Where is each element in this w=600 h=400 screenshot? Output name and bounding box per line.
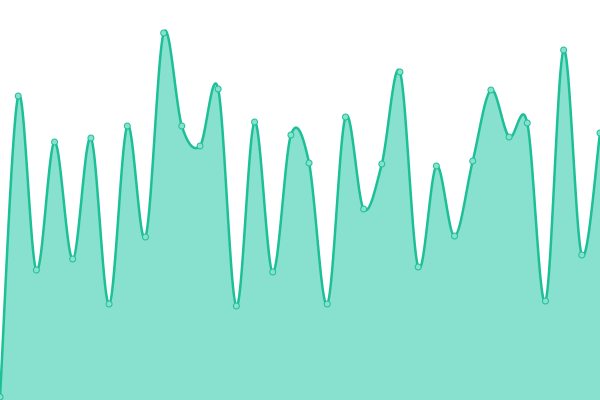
data-point <box>251 118 259 126</box>
data-point <box>596 129 600 137</box>
data-point <box>32 266 40 274</box>
data-point <box>505 133 513 141</box>
data-point <box>414 263 422 271</box>
data-point <box>123 122 131 130</box>
data-point <box>378 160 386 168</box>
data-point <box>541 297 549 305</box>
data-point <box>432 162 440 170</box>
data-point <box>560 46 568 54</box>
data-point <box>305 159 313 167</box>
data-point <box>578 251 586 259</box>
data-point <box>469 157 477 165</box>
data-point <box>232 302 240 310</box>
data-point <box>323 300 331 308</box>
data-point <box>141 233 149 241</box>
data-point <box>14 92 22 100</box>
data-point <box>51 138 59 146</box>
data-point <box>160 29 168 37</box>
data-point <box>196 142 204 150</box>
data-point <box>269 268 277 276</box>
data-point <box>360 205 368 213</box>
data-point <box>451 232 459 240</box>
data-point <box>214 85 222 93</box>
data-point <box>523 119 531 127</box>
data-point <box>487 86 495 94</box>
data-point <box>0 393 4 400</box>
data-point <box>105 300 113 308</box>
data-point <box>69 255 77 263</box>
data-point <box>178 122 186 130</box>
data-point <box>87 134 95 142</box>
area-fill <box>0 30 600 400</box>
data-point <box>341 113 349 121</box>
data-point <box>287 131 295 139</box>
data-point <box>396 68 404 76</box>
